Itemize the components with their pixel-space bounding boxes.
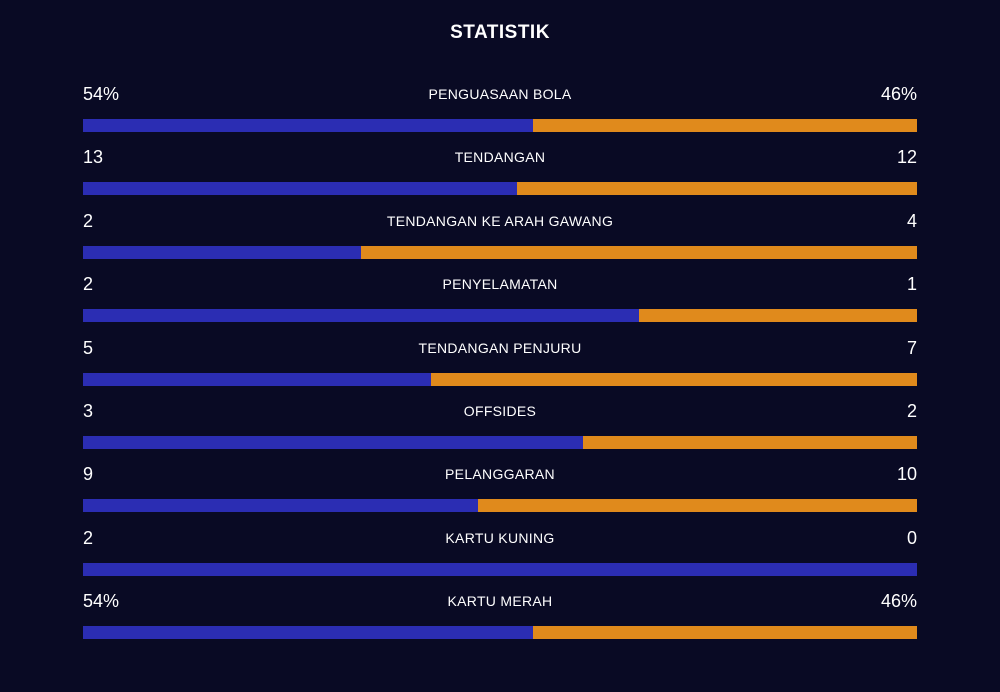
home-value: 2 [83, 527, 94, 548]
stat-row-offsides: 3 OFFSIDES 2 [83, 397, 917, 460]
comparison-bar [83, 626, 917, 640]
panel-title: STATISTIK [450, 22, 550, 43]
away-value: 12 [896, 147, 917, 168]
comparison-bar [83, 309, 917, 323]
home-value: 2 [83, 274, 94, 295]
home-bar-fill [83, 435, 584, 449]
stat-row-corners: 5 TENDANGAN PENJURU 7 [83, 334, 917, 397]
comparison-bar [83, 372, 917, 386]
home-value: 54% [83, 591, 120, 612]
comparison-bar [83, 182, 917, 196]
away-value: 4 [906, 210, 917, 231]
away-value: 0 [906, 527, 917, 548]
stat-label: KARTU KUNING [445, 529, 555, 546]
stat-label: TENDANGAN PENJURU [418, 339, 582, 356]
stat-label: OFFSIDES [463, 402, 537, 419]
stat-label: TENDANGAN KE ARAH GAWANG [386, 212, 614, 229]
stat-label: TENDANGAN [454, 149, 546, 166]
stat-row-shots: 13 TENDANGAN 12 [83, 143, 917, 206]
away-value: 10 [896, 464, 917, 485]
home-value: 54% [83, 84, 120, 104]
stats-list: 54% PENGUASAAN BOLA 46% 13 TENDANGAN 12 … [83, 80, 917, 651]
stat-label: PELANGGARAN [445, 466, 555, 483]
stat-row-red-cards: 54% KARTU MERAH 46% [83, 587, 917, 650]
home-bar-fill [83, 626, 534, 640]
home-bar-fill [83, 119, 534, 132]
away-value: 7 [906, 337, 917, 358]
comparison-bar [83, 245, 917, 259]
stat-row-fouls: 9 PELANGGARAN 10 [83, 460, 917, 523]
home-bar-fill [83, 372, 431, 386]
home-bar-fill [83, 182, 517, 196]
home-value: 5 [83, 337, 94, 358]
comparison-bar [83, 499, 917, 513]
away-value: 1 [906, 274, 917, 295]
away-value: 2 [906, 400, 917, 421]
home-value: 2 [83, 210, 94, 231]
home-value: 13 [83, 147, 104, 168]
stat-label: PENYELAMATAN [442, 276, 558, 293]
away-value: 46% [880, 84, 917, 104]
stat-row-possession: 54% PENGUASAAN BOLA 46% [83, 80, 917, 143]
stat-row-yellow-cards: 2 KARTU KUNING 0 [83, 524, 917, 587]
comparison-bar [83, 119, 917, 132]
home-bar-fill [83, 245, 361, 259]
comparison-bar [83, 562, 917, 576]
comparison-bar [83, 435, 917, 449]
home-bar-fill [83, 309, 640, 323]
stat-row-saves: 2 PENYELAMATAN 1 [83, 270, 917, 333]
home-value: 9 [83, 464, 94, 485]
home-bar-fill [83, 499, 479, 513]
stat-row-shots-on-target: 2 TENDANGAN KE ARAH GAWANG 4 [83, 207, 917, 270]
stat-label: KARTU MERAH [447, 593, 553, 610]
away-value: 46% [880, 591, 917, 612]
home-value: 3 [83, 400, 94, 421]
home-bar-fill [83, 562, 917, 576]
stat-label: PENGUASAAN BOLA [428, 86, 572, 102]
